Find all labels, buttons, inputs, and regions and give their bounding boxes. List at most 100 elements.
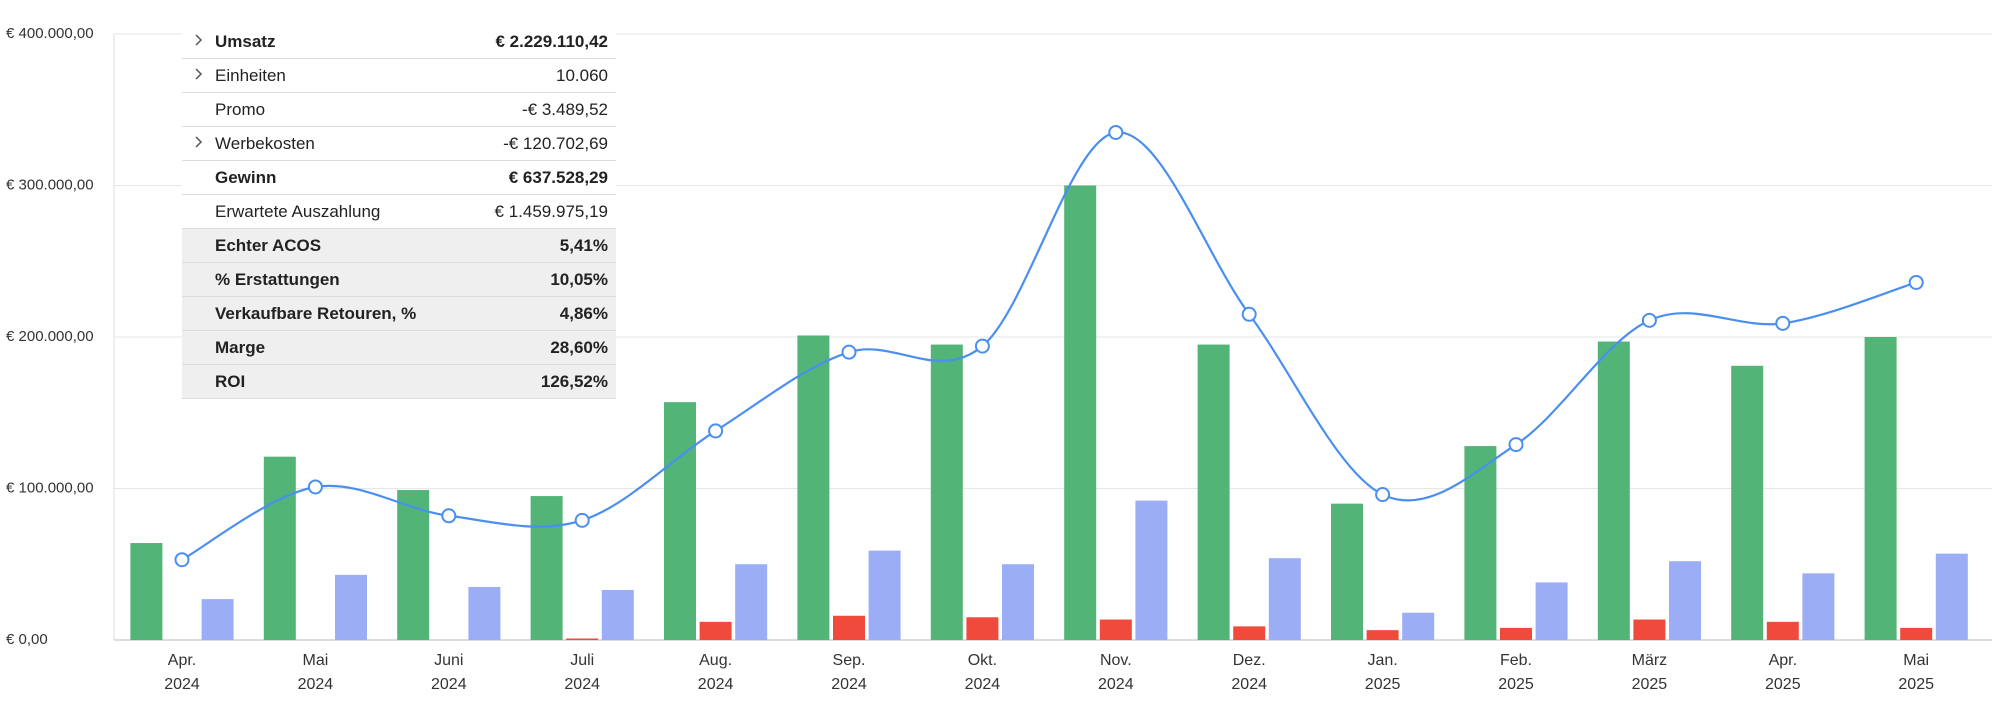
x-tick-label: Apr. — [1769, 652, 1797, 669]
line-marker — [307, 479, 323, 495]
row-value: -€ 120.702,69 — [503, 133, 608, 153]
bar — [1802, 573, 1835, 640]
x-tick-label: Sep. — [833, 652, 866, 669]
x-tick-label: Juli — [570, 652, 594, 669]
table-row: Verkaufbare Retouren, % 4,86% — [182, 297, 616, 331]
row-label: Umsatz — [215, 31, 276, 51]
x-tick-label: 2024 — [431, 676, 467, 693]
x-tick-label: Jan. — [1367, 652, 1397, 669]
expand-icon — [182, 134, 215, 154]
table-row[interactable]: Werbekosten -€ 120.702,69 — [182, 127, 616, 161]
bar — [833, 615, 865, 640]
bar — [1402, 612, 1435, 640]
table-row[interactable]: Umsatz € 2.229.110,42 — [182, 25, 616, 59]
table-row: Gewinn € 637.528,29 — [182, 161, 616, 195]
table-row[interactable]: Einheiten 10.060 — [182, 59, 616, 93]
x-tick-label: 2024 — [698, 676, 734, 693]
summary-table: Umsatz € 2.229.110,42 Einheiten 10.060 Promo… — [182, 25, 616, 399]
bar — [1597, 341, 1630, 640]
row-value: € 637.528,29 — [508, 167, 608, 187]
x-tick-label: März — [1632, 652, 1668, 669]
x-tick-label: 2024 — [164, 676, 200, 693]
bar — [1766, 621, 1799, 640]
x-tick-label: 2025 — [1898, 676, 1934, 693]
row-value: 28,60% — [550, 337, 608, 357]
bar — [1464, 446, 1497, 640]
line-marker — [1908, 274, 1924, 290]
x-tick-label: 2024 — [298, 676, 334, 693]
row-value: 4,86% — [559, 303, 608, 323]
bar — [664, 402, 696, 640]
bar — [735, 564, 768, 640]
row-label: Echter ACOS — [215, 235, 322, 255]
x-tick-label: 2024 — [965, 676, 1001, 693]
bar — [966, 617, 999, 640]
x-tick-label: Mai — [303, 652, 329, 669]
bar — [130, 543, 163, 640]
bar — [335, 574, 367, 640]
bar — [566, 638, 599, 640]
bar — [868, 550, 901, 640]
table-row: Erwartete Auszahlung € 1.459.975,19 — [182, 195, 616, 229]
x-tick-label: 2025 — [1365, 676, 1401, 693]
expand-icon — [182, 32, 215, 52]
line-marker — [1108, 124, 1124, 140]
bar — [1935, 553, 1968, 640]
row-label: Verkaufbare Retouren, % — [215, 303, 417, 323]
bar — [468, 586, 501, 640]
x-tick-label: Dez. — [1233, 652, 1266, 669]
bar — [201, 599, 234, 640]
bar — [1366, 630, 1399, 640]
y-tick-label: € 400.000,00 — [6, 25, 94, 42]
row-label: % Erstattungen — [215, 269, 340, 289]
x-tick-label: Mai — [1903, 652, 1929, 669]
bar — [1268, 558, 1301, 640]
row-value: 126,52% — [540, 371, 608, 391]
bar — [1535, 582, 1568, 640]
line-marker — [1508, 437, 1524, 453]
line-marker — [1775, 315, 1791, 331]
row-value: 10.060 — [556, 65, 608, 85]
y-tick-label: € 300.000,00 — [6, 176, 94, 193]
bar — [1233, 626, 1266, 640]
row-value: 5,41% — [559, 235, 608, 255]
x-tick-label: Juni — [434, 652, 463, 669]
row-label: ROI — [215, 371, 246, 391]
row-label: Promo — [215, 99, 266, 119]
bar — [1002, 564, 1034, 640]
x-tick-label: Nov. — [1100, 652, 1132, 669]
bar — [1864, 337, 1897, 640]
table-row: ROI 126,52% — [182, 365, 616, 399]
x-tick-label: 2025 — [1498, 676, 1534, 693]
row-value: 10,05% — [550, 269, 608, 289]
bar — [1197, 344, 1230, 640]
bar — [263, 456, 296, 640]
line-marker — [708, 423, 724, 439]
line-marker — [174, 552, 190, 568]
y-tick-label: € 0,00 — [6, 631, 48, 648]
bar — [1064, 185, 1097, 640]
chevron — [194, 135, 202, 148]
x-tick-label: 2024 — [564, 676, 600, 693]
x-tick-label: 2024 — [1098, 676, 1134, 693]
bar — [1331, 503, 1363, 640]
table-row: % Erstattungen 10,05% — [182, 263, 616, 297]
x-tick-label: Okt. — [968, 652, 997, 669]
bar — [601, 590, 634, 640]
bar — [1135, 500, 1168, 640]
bar — [1900, 627, 1933, 640]
row-label: Werbekosten — [215, 133, 315, 153]
y-tick-label: € 100.000,00 — [6, 479, 94, 496]
x-tick-label: 2025 — [1765, 676, 1801, 693]
chevron — [194, 67, 202, 80]
x-tick-label: Aug. — [699, 652, 732, 669]
bar — [1099, 619, 1132, 640]
bar — [530, 496, 563, 640]
x-tick-label: 2024 — [1231, 676, 1267, 693]
bar — [1669, 561, 1701, 640]
row-label: Marge — [215, 337, 266, 357]
row-value: -€ 3.489,52 — [521, 99, 608, 119]
line-marker — [1241, 306, 1257, 322]
bar — [1500, 627, 1532, 640]
